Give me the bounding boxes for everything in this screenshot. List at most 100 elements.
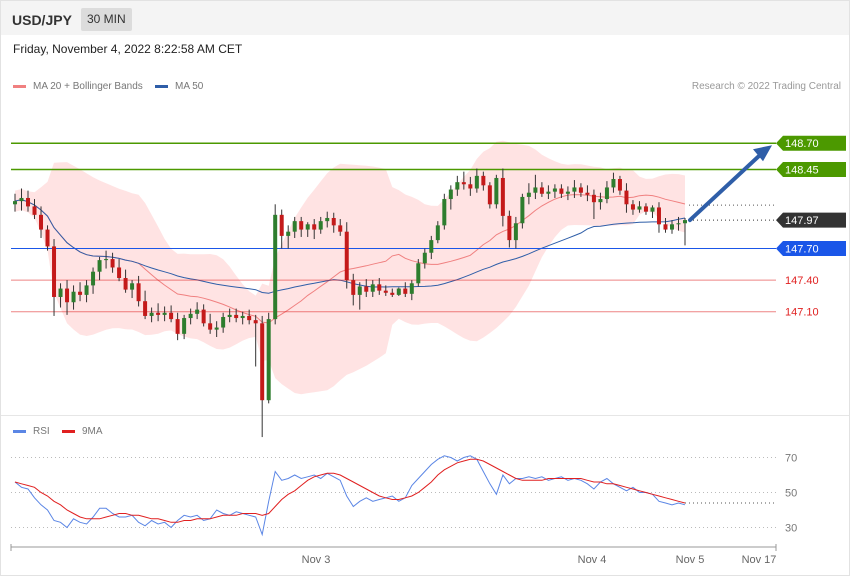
candle-body [481,175,486,186]
candle-body [507,215,512,241]
candle-body [585,192,590,195]
level-label: 148.45 [785,165,819,177]
candle-body [656,207,661,225]
level-tag [776,135,846,151]
candle-body [494,177,499,205]
candle-body [299,221,304,230]
candle-body [455,182,460,190]
candle-body [97,260,102,272]
candle-body [208,323,213,330]
candle-body [364,286,369,292]
candle-body [227,314,232,317]
candle-body [572,187,577,192]
rsi-9ma-line [14,458,686,523]
level-tag [776,241,846,257]
x-tick-label: Nov 5 [676,554,705,566]
bollinger-band [15,140,685,395]
candle-body [273,214,278,320]
candle-body [71,291,76,303]
candle-body [416,263,421,284]
candle-body [604,187,609,200]
top-bar: USD/JPY 30 MIN [1,1,849,35]
candle-body [650,207,655,212]
legend-ma20: MA 20 + Bollinger Bands [13,81,143,92]
forecast-arrow-shaft [688,150,765,223]
candle-body [149,312,154,316]
candle-body [156,312,161,315]
legend-swatch-9ma [62,430,75,433]
candle-body [312,224,317,230]
symbol-title: USD/JPY [12,12,72,28]
candle-body [318,221,323,230]
level-labels: 148.70 148.45 147.97 147.70 147.40 147.10 [776,135,846,319]
x-axis: Nov 3 Nov 4 Nov 5 Nov 17 [10,544,777,566]
candle-body [240,315,245,319]
candle-body [598,199,603,203]
x-tick-label: Nov 17 [742,554,777,566]
rsi-level-label: 70 [785,453,797,465]
candle-body [468,184,473,189]
candle-body [461,182,466,185]
candle-body [539,187,544,194]
candle-body [435,225,440,241]
candle-body [305,224,310,230]
candle-body [117,267,122,279]
candle-body [526,192,531,197]
credit-text: Research © 2022 Trading Central [691,81,841,92]
legend-ma50: MA 50 [155,81,203,92]
candle-body [136,283,141,302]
level-tag [776,212,846,228]
candle-body [26,197,31,207]
candle-body [58,288,63,297]
legend-label-ma20: MA 20 + Bollinger Bands [33,81,143,92]
rsi-panel: 70 50 30 [11,453,797,537]
candle-body [552,188,557,192]
legend-label-rsi: RSI [33,426,50,437]
candle-body [91,271,96,286]
candle-body [13,201,17,205]
candle-body [143,301,148,316]
candle-body [676,223,681,225]
forecast-arrow [688,145,772,223]
candle-body [591,194,596,203]
candle-body [175,319,180,334]
moving-averages [14,194,686,324]
legend-label-ma50: MA 50 [175,81,204,92]
x-tick-label: Nov 3 [302,554,331,566]
candle-body [643,206,648,212]
rsi-level-label: 30 [785,523,797,535]
legend-9ma: 9MA [62,426,103,437]
candle-body [65,288,70,303]
timeframe-button[interactable]: 30 MIN [81,8,132,31]
forecast-arrow-head [753,145,772,162]
level-label: 147.10 [785,307,819,319]
candle-body [409,283,414,294]
panel-divider [1,415,849,416]
candle-body [578,187,583,193]
candle-body [429,240,434,253]
candle-body [221,316,226,328]
candle-body [214,327,219,330]
candle-body [78,291,83,295]
candle-body [396,288,401,295]
price-levels [11,142,776,313]
candle-body [292,221,297,232]
candle-body [403,288,408,294]
candle-body [442,199,447,226]
level-label: 147.40 [785,275,819,287]
candle-body [52,246,57,297]
candle-body [32,206,37,215]
candle-body [45,229,50,247]
candle-body [182,318,187,334]
candle-body [331,217,336,226]
candle-body [630,204,635,210]
candle-body [253,320,258,324]
candle-body [357,286,362,295]
candle-body [624,190,629,205]
candle-body [286,231,291,236]
candle-body [84,285,89,295]
candle-body [513,223,518,241]
candle-body [448,189,453,200]
candle-body [546,191,551,194]
